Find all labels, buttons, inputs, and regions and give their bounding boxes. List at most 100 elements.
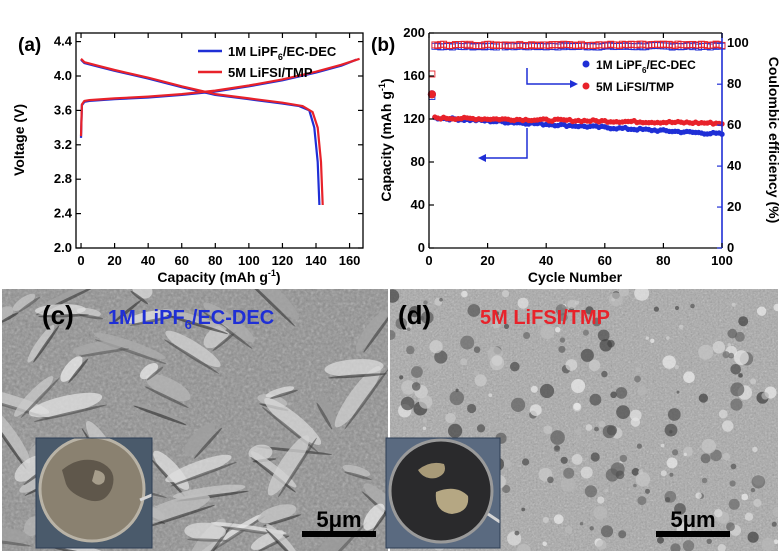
panel-a-label: (a): [18, 35, 41, 56]
sem-flake-shadow: [144, 386, 189, 409]
sem-flake: [257, 504, 297, 524]
y2-tick-label: 20: [727, 199, 741, 214]
sem-flake-shadow: [49, 546, 112, 551]
sem-grain: [434, 350, 448, 364]
sem-grain: [615, 470, 625, 480]
sem-grain: [502, 484, 511, 494]
sem-grain: [698, 344, 714, 360]
sem-grain: [422, 418, 427, 423]
sem-grain: [401, 380, 416, 395]
y-tick-label: 0: [418, 240, 425, 255]
sem-grain: [522, 458, 530, 466]
sem-flake-shadow: [33, 404, 108, 422]
sem-grain: [738, 316, 749, 327]
sem-grain: [761, 392, 769, 400]
sem-grain: [582, 329, 589, 336]
sem-grain: [690, 303, 695, 309]
sem-grain: [395, 317, 408, 330]
sem-flake-shadow: [328, 373, 388, 379]
sem-grain: [751, 475, 766, 489]
sem-grain: [653, 306, 660, 312]
sem-grain: [683, 452, 687, 457]
panel-d-label: (d): [398, 300, 431, 330]
sem-grain: [460, 335, 475, 350]
sem-grain: [559, 337, 566, 343]
y-tick-label: 4.4: [54, 34, 73, 49]
y-tick-label: 2.4: [54, 206, 73, 221]
sem-grain: [645, 488, 650, 494]
y-tick-label: 4.0: [54, 68, 72, 83]
sem-grain: [510, 361, 520, 372]
sem-flake-shadow: [269, 389, 299, 399]
sem-grain: [710, 449, 722, 462]
sem-flake-shadow: [164, 339, 220, 374]
y2-tick-label: 60: [727, 117, 741, 132]
sem-grain: [494, 311, 499, 316]
sem-grain: [565, 359, 578, 371]
sem-grain: [730, 364, 741, 375]
scale-label-d: 5μm: [670, 507, 715, 532]
sem-grain: [594, 426, 599, 432]
panel-c-title: 1M LiPF6/EC-DEC: [108, 307, 274, 332]
sem-grain: [660, 443, 665, 448]
sem-grain: [409, 306, 421, 318]
sem-grain: [474, 374, 487, 387]
sem-grain: [473, 370, 479, 376]
sem-grain: [580, 466, 593, 479]
sem-grain: [750, 378, 757, 385]
y-tick-label: 2.0: [54, 240, 72, 255]
arrow-head-left: [478, 154, 486, 162]
sem-flake-shadow: [112, 299, 142, 324]
x-tick-label: 140: [305, 253, 327, 268]
x-tick-label: 120: [272, 253, 294, 268]
sem-grain: [730, 398, 743, 411]
sem-grain: [634, 375, 641, 383]
sem-grain: [429, 340, 443, 354]
sem-grain: [618, 530, 627, 539]
sem-grain: [543, 425, 553, 434]
sem-grain: [636, 443, 643, 449]
x-tick-label: 20: [107, 253, 121, 268]
sem-grain: [473, 346, 481, 354]
sem-grain: [597, 329, 610, 342]
x-tick-label: 100: [711, 253, 733, 268]
legend-label-lipf6-b: 1M LiPF6/EC-DEC: [596, 58, 696, 75]
sem-flake: [72, 340, 126, 355]
sem-grain: [580, 348, 594, 362]
sem-grain: [558, 345, 566, 353]
sem-grain: [455, 388, 459, 392]
sem-grain: [516, 543, 531, 551]
sem-grain: [619, 454, 628, 463]
sem-flake: [342, 464, 371, 477]
panel-b-y2label: Coulombic efficiency (%): [766, 57, 780, 223]
sem-flake-shadow: [76, 348, 130, 358]
legend-marker-lifsi: [582, 82, 590, 90]
panel-a-legend: 1M LiPF6/EC-DEC 5M LiFSI/TMP: [198, 44, 337, 80]
sem-grain: [571, 379, 586, 393]
sem-grain: [604, 489, 609, 493]
sem-grain: [752, 446, 758, 453]
sem-grain: [421, 311, 434, 324]
sem-grain: [449, 390, 464, 406]
sem-flake-shadow: [265, 529, 297, 551]
sem-grain: [669, 472, 674, 477]
sem-grain: [550, 430, 565, 445]
sem-grain: [476, 424, 486, 433]
panel-a-ylabel: Voltage (V): [11, 104, 27, 176]
sem-flake: [265, 386, 295, 398]
sem-grain: [773, 539, 778, 545]
sem-flake-shadow: [2, 312, 19, 324]
sem-flake-shadow: [201, 310, 253, 349]
sem-grain: [601, 370, 608, 378]
sem-flake-shadow: [129, 315, 175, 326]
sem-grain: [592, 317, 602, 327]
panel-b-label: (b): [371, 35, 395, 56]
sem-grain: [460, 358, 468, 366]
coin-disc-d-patch-2: [435, 488, 469, 514]
sem-grain: [547, 476, 554, 484]
sem-grain: [722, 452, 730, 461]
legend-label-lifsi: 5M LiFSI/TMP: [228, 65, 313, 80]
sem-grain: [448, 423, 463, 438]
sem-flake-shadow: [164, 314, 229, 335]
